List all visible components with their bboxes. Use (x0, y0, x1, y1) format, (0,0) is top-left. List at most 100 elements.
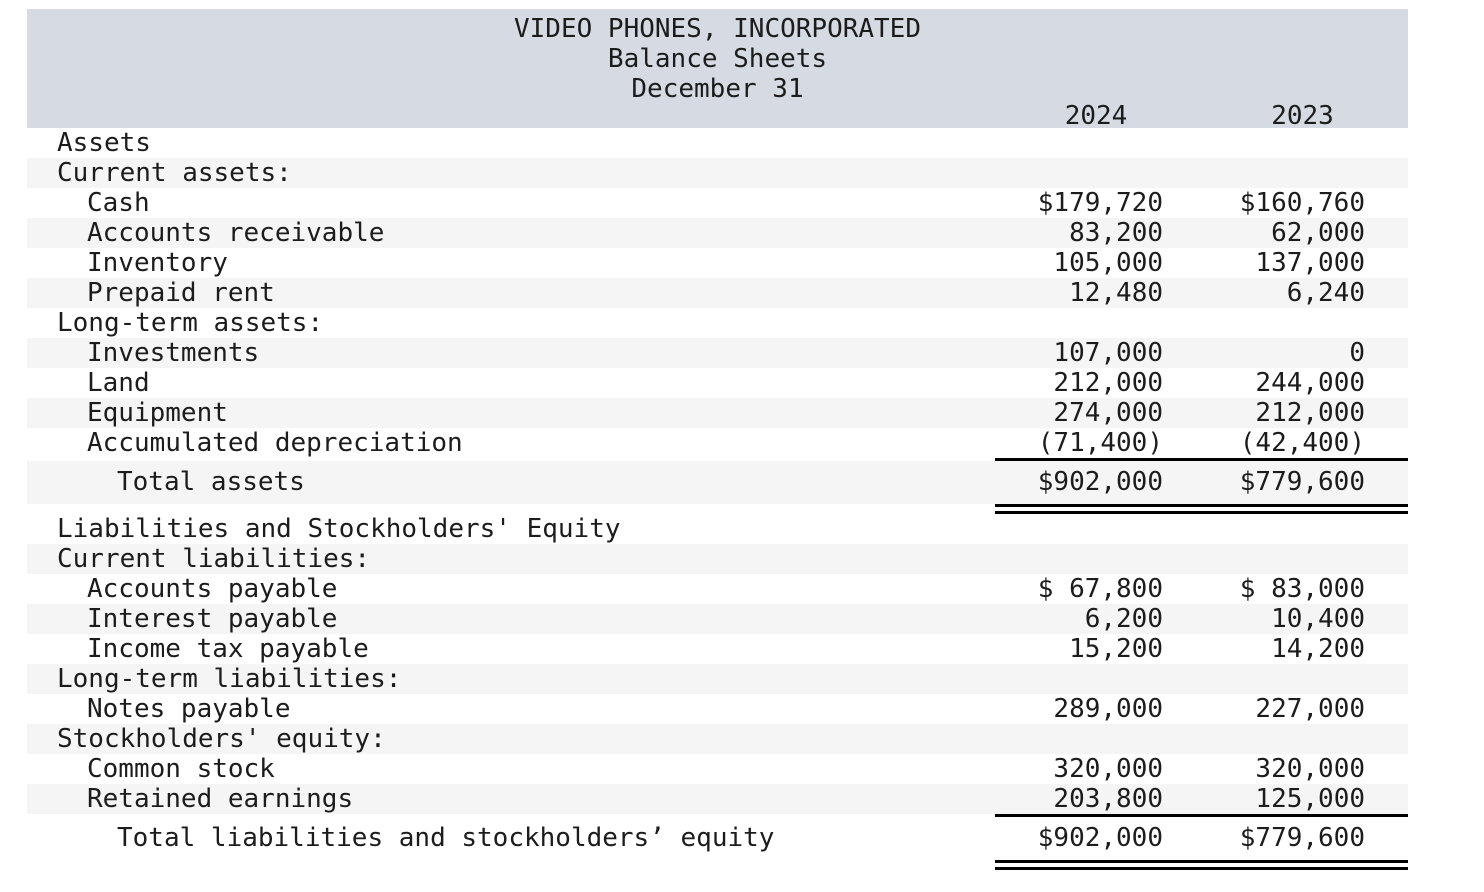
amount-2024: 15,200 (1069, 634, 1163, 664)
single-rule-liabilities (27, 814, 1408, 817)
row-label: Long-term liabilities: (57, 664, 402, 694)
amount-2024: 105,000 (1053, 248, 1163, 278)
row-label: Inventory (87, 248, 228, 278)
amount-2024: $ 67,800 (1037, 574, 1163, 604)
amount-2024 (995, 664, 1197, 694)
row-land: Land 212,000 244,000 (27, 368, 1408, 398)
amount-2024: 212,000 (1053, 368, 1163, 398)
amount-2023: 62,000 (1271, 218, 1365, 248)
amount-2024: 12,480 (1069, 278, 1163, 308)
amount-2023: 0 (1349, 338, 1365, 368)
double-rule-line (995, 504, 1408, 514)
row-liabilities-equity-heading: Liabilities and Stockholders' Equity (27, 514, 1408, 544)
row-label: Investments (87, 338, 260, 368)
amount-2024: $902,000 (1037, 823, 1163, 853)
row-label: Accounts receivable (87, 218, 385, 248)
single-rule-line (995, 814, 1408, 817)
report-date: December 31 (631, 74, 804, 104)
column-header-2023: 2023 (1271, 101, 1334, 131)
amount-2023: $779,600 (1239, 467, 1365, 497)
row-label: Current assets: (57, 158, 292, 188)
amount-2024 (995, 544, 1197, 574)
row-current-assets-heading: Current assets: (27, 158, 1408, 188)
row-stockholders-equity-heading: Stockholders' equity: (27, 724, 1408, 754)
amount-2023 (1197, 724, 1408, 754)
row-label: Current liabilities: (57, 544, 371, 574)
row-accumulated-depreciation: Accumulated depreciation (71,400) (42,40… (27, 428, 1408, 458)
amount-2023: 227,000 (1255, 694, 1365, 724)
row-label: Long-term assets: (57, 308, 324, 338)
row-label: Accumulated depreciation (87, 428, 463, 458)
amount-2023 (1197, 514, 1408, 544)
row-label: Total assets (117, 467, 305, 497)
amount-2024 (995, 514, 1197, 544)
row-investments: Investments 107,000 0 (27, 338, 1408, 368)
amount-2023: 244,000 (1255, 368, 1365, 398)
amount-2024: $179,720 (1037, 188, 1163, 218)
amount-2024 (995, 158, 1197, 188)
amount-2023: 212,000 (1255, 398, 1365, 428)
row-label: Cash (87, 188, 150, 218)
row-total-assets: Total assets $902,000 $779,600 (27, 461, 1408, 504)
row-label: Retained earnings (87, 784, 354, 814)
year-header-spacer (27, 104, 995, 128)
row-inventory: Inventory 105,000 137,000 (27, 248, 1408, 278)
row-notes-payable: Notes payable 289,000 227,000 (27, 694, 1408, 724)
row-label: Assets (57, 128, 151, 158)
row-prepaid-rent: Prepaid rent 12,480 6,240 (27, 278, 1408, 308)
row-current-liabilities-heading: Current liabilities: (27, 544, 1408, 574)
row-interest-payable: Interest payable 6,200 10,400 (27, 604, 1408, 634)
single-rule-line (995, 458, 1408, 461)
amount-2024 (995, 128, 1197, 158)
amount-2024 (995, 308, 1197, 338)
company-name: VIDEO PHONES, INCORPORATED (514, 14, 921, 44)
row-label: Common stock (87, 754, 275, 784)
amount-2023: $ 83,000 (1239, 574, 1365, 604)
row-label: Interest payable (87, 604, 338, 634)
row-long-term-liabilities-heading: Long-term liabilities: (27, 664, 1408, 694)
row-label: Prepaid rent (87, 278, 275, 308)
amount-2023: 137,000 (1255, 248, 1365, 278)
row-total-liabilities-equity: Total liabilities and stockholders’ equi… (27, 817, 1408, 860)
amount-2024: 203,800 (1053, 784, 1163, 814)
amount-2024: $902,000 (1037, 467, 1163, 497)
amount-2023: 10,400 (1271, 604, 1365, 634)
row-accounts-payable: Accounts payable $ 67,800 $ 83,000 (27, 574, 1408, 604)
report-header: VIDEO PHONES, INCORPORATED Balance Sheet… (27, 9, 1408, 131)
row-label: Accounts payable (87, 574, 338, 604)
row-label: Liabilities and Stockholders' Equity (57, 514, 621, 544)
column-header-2024: 2024 (1064, 101, 1128, 131)
row-equipment: Equipment 274,000 212,000 (27, 398, 1408, 428)
amount-2023 (1197, 308, 1408, 338)
row-label: Land (87, 368, 150, 398)
amount-2024: 274,000 (1053, 398, 1163, 428)
amount-2023: $160,760 (1239, 188, 1365, 218)
row-retained-earnings: Retained earnings 203,800 125,000 (27, 784, 1408, 814)
amount-2024: 107,000 (1053, 338, 1163, 368)
amount-2023 (1197, 128, 1408, 158)
amount-2024: 320,000 (1053, 754, 1163, 784)
row-label: Total liabilities and stockholders’ equi… (117, 823, 775, 853)
amount-2023: 320,000 (1255, 754, 1365, 784)
amount-2024: 83,200 (1069, 218, 1163, 248)
row-assets-heading: Assets (27, 128, 1408, 158)
amount-2023: 14,200 (1271, 634, 1365, 664)
amount-2023: $779,600 (1239, 823, 1365, 853)
row-label: Equipment (87, 398, 228, 428)
amount-2023 (1197, 664, 1408, 694)
row-common-stock: Common stock 320,000 320,000 (27, 754, 1408, 784)
report-title: Balance Sheets (607, 44, 828, 74)
double-rule-line (995, 860, 1408, 870)
amount-2024: 6,200 (1084, 604, 1163, 634)
statement-body: Assets Current assets: Cash $179,720 $16… (27, 128, 1408, 870)
row-label: Stockholders' equity: (57, 724, 386, 754)
row-label: Income tax payable (87, 634, 369, 664)
amount-2023 (1197, 158, 1408, 188)
double-rule-assets (27, 504, 1408, 514)
amount-2023 (1197, 544, 1408, 574)
double-rule-liabilities (27, 860, 1408, 870)
amount-2024: 289,000 (1053, 694, 1163, 724)
row-cash: Cash $179,720 $160,760 (27, 188, 1408, 218)
row-label: Notes payable (87, 694, 291, 724)
